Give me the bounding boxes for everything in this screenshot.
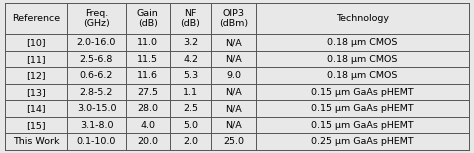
Text: N/A: N/A [225,121,242,130]
Text: 0.6-6.2: 0.6-6.2 [80,71,113,80]
Text: 11.0: 11.0 [137,38,158,47]
Text: 25.0: 25.0 [223,137,244,146]
Text: NF
(dB): NF (dB) [181,9,201,28]
Text: 2.0-16.0: 2.0-16.0 [77,38,116,47]
Text: 5.0: 5.0 [183,121,198,130]
Text: 4.2: 4.2 [183,55,198,64]
Text: [10]: [10] [26,38,46,47]
Text: N/A: N/A [225,88,242,97]
Text: 0.18 μm CMOS: 0.18 μm CMOS [327,38,398,47]
Text: N/A: N/A [225,38,242,47]
Text: 0.15 μm GaAs pHEMT: 0.15 μm GaAs pHEMT [311,121,414,130]
Text: This Work: This Work [13,137,59,146]
Text: [11]: [11] [26,55,46,64]
Text: 2.0: 2.0 [183,137,198,146]
Text: 0.25 μm GaAs pHEMT: 0.25 μm GaAs pHEMT [311,137,414,146]
Text: 27.5: 27.5 [137,88,158,97]
Text: 28.0: 28.0 [137,104,158,113]
Text: 20.0: 20.0 [137,137,158,146]
Text: 0.15 μm GaAs pHEMT: 0.15 μm GaAs pHEMT [311,104,414,113]
Text: 9.0: 9.0 [226,71,241,80]
Text: 2.5-6.8: 2.5-6.8 [80,55,113,64]
Text: [13]: [13] [26,88,46,97]
Text: Gain
(dB): Gain (dB) [137,9,158,28]
Text: N/A: N/A [225,104,242,113]
Text: 3.2: 3.2 [183,38,198,47]
Text: 0.18 μm CMOS: 0.18 μm CMOS [327,55,398,64]
Text: 0.15 μm GaAs pHEMT: 0.15 μm GaAs pHEMT [311,88,414,97]
Text: Technology: Technology [336,14,389,23]
Text: 11.5: 11.5 [137,55,158,64]
Text: [14]: [14] [26,104,46,113]
Text: 4.0: 4.0 [140,121,155,130]
Text: 5.3: 5.3 [183,71,198,80]
Text: N/A: N/A [225,55,242,64]
Text: Reference: Reference [12,14,60,23]
Text: 2.5: 2.5 [183,104,198,113]
Text: 11.6: 11.6 [137,71,158,80]
Text: [12]: [12] [26,71,46,80]
Text: 1.1: 1.1 [183,88,198,97]
Text: 3.1-8.0: 3.1-8.0 [80,121,113,130]
Text: 2.8-5.2: 2.8-5.2 [80,88,113,97]
Text: Freq.
(GHz): Freq. (GHz) [83,9,110,28]
Text: 0.18 μm CMOS: 0.18 μm CMOS [327,71,398,80]
Text: 0.1-10.0: 0.1-10.0 [77,137,116,146]
Text: 3.0-15.0: 3.0-15.0 [77,104,116,113]
Text: OIP3
(dBm): OIP3 (dBm) [219,9,248,28]
Text: [15]: [15] [26,121,46,130]
